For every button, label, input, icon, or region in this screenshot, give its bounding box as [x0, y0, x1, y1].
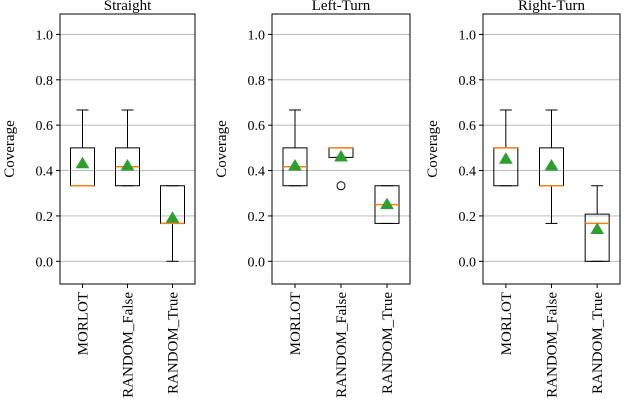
- y-tick-label: 0.0: [36, 255, 54, 270]
- x-tick-label: RANDOM_True: [166, 292, 182, 394]
- axes-frame: [482, 13, 621, 285]
- mean-marker: [288, 159, 302, 171]
- panel-title: Right-Turn: [518, 0, 585, 14]
- x-tick-label: RANDOM_False: [545, 292, 561, 398]
- y-tick-label: 0.2: [36, 210, 54, 225]
- y-tick-label: 0.4: [248, 165, 266, 180]
- x-tick-label: MORLOT: [76, 292, 92, 355]
- mean-marker: [75, 156, 90, 169]
- y-tick-label: 0.2: [459, 210, 477, 225]
- y-axis-label: Coverage: [2, 120, 18, 178]
- x-tick-label: RANDOM_True: [590, 292, 606, 394]
- mean-marker: [498, 152, 513, 164]
- y-tick-label: 0.4: [36, 165, 54, 180]
- y-tick-label: 0.0: [459, 255, 477, 270]
- y-tick-label: 0.8: [248, 74, 266, 89]
- mean-marker: [544, 159, 559, 171]
- y-tick-label: 0.0: [248, 255, 266, 270]
- y-axis-label: Coverage: [214, 120, 230, 178]
- axes-frame: [59, 13, 196, 285]
- mean-marker: [165, 211, 180, 223]
- mean-marker: [590, 222, 605, 235]
- flier: [336, 181, 346, 191]
- axes-frame: [271, 13, 411, 285]
- y-tick-label: 0.8: [459, 74, 477, 89]
- y-tick-label: 0.4: [459, 165, 477, 180]
- mean-marker: [380, 197, 394, 210]
- box: [584, 213, 610, 262]
- panel-title: Left-Turn: [312, 0, 371, 14]
- mean-marker: [334, 149, 348, 162]
- y-tick-label: 1.0: [36, 28, 54, 43]
- x-tick-label: RANDOM_False: [334, 292, 350, 398]
- y-tick-label: 0.6: [36, 119, 54, 134]
- y-tick-label: 0.6: [459, 119, 477, 134]
- x-tick-label: RANDOM_True: [380, 292, 396, 394]
- x-tick-label: RANDOM_False: [121, 292, 137, 398]
- y-tick-label: 0.2: [248, 210, 266, 225]
- y-tick-label: 0.8: [36, 74, 54, 89]
- panel-title: Straight: [104, 0, 152, 14]
- y-tick-label: 1.0: [459, 28, 477, 43]
- y-axis-label: Coverage: [425, 120, 441, 178]
- x-tick-label: MORLOT: [499, 292, 515, 355]
- y-tick-label: 0.6: [248, 119, 266, 134]
- x-tick-label: MORLOT: [288, 292, 304, 355]
- mean-marker: [120, 159, 135, 171]
- y-tick-label: 1.0: [248, 28, 266, 43]
